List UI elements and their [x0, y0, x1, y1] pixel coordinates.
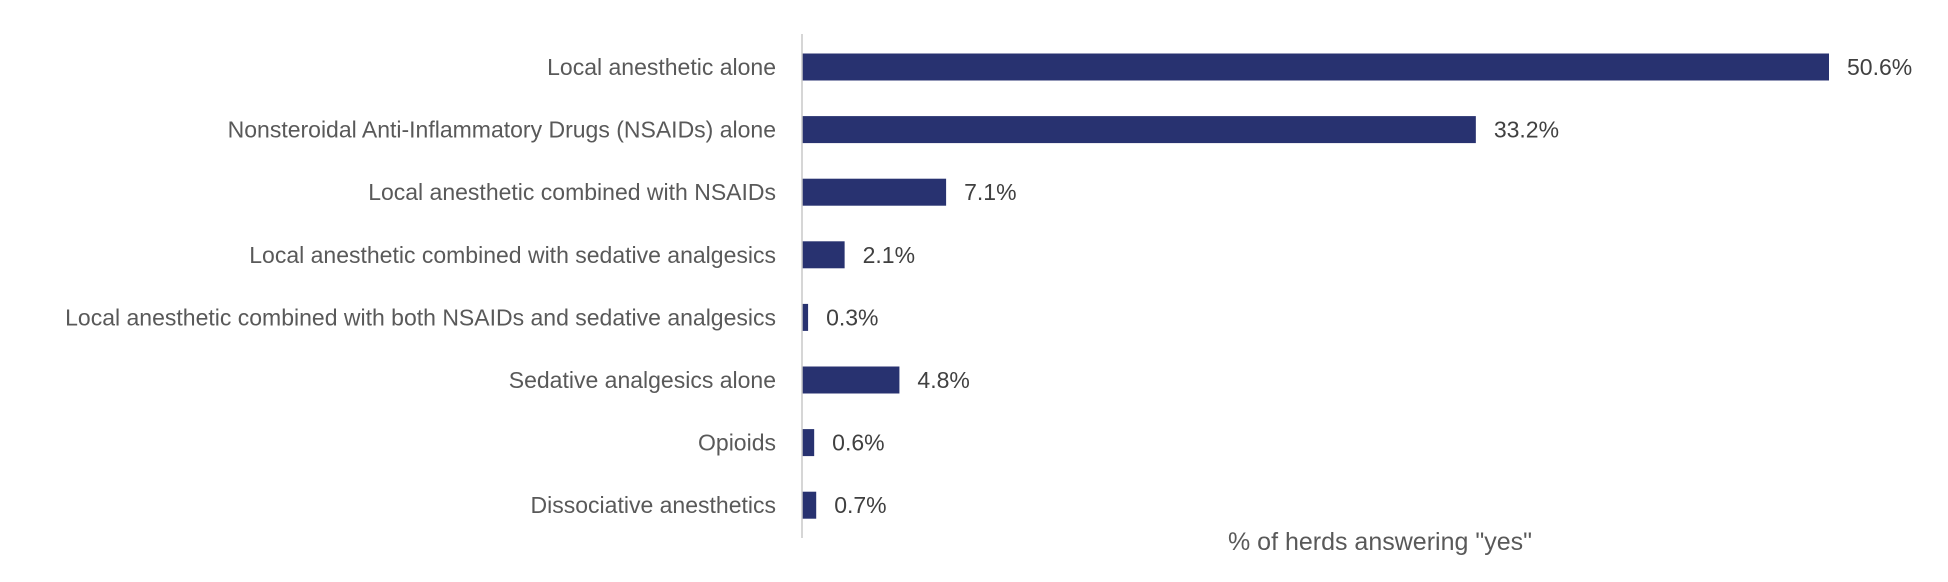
- bar: [802, 491, 817, 519]
- bar: [802, 303, 809, 331]
- bar: [802, 241, 845, 269]
- category-label: Sedative analgesics alone: [509, 367, 776, 393]
- bar: [802, 116, 1476, 144]
- bar: [802, 53, 1829, 81]
- data-label: 2.1%: [863, 242, 915, 268]
- data-label: 50.6%: [1847, 54, 1912, 80]
- data-label: 0.6%: [832, 430, 884, 456]
- data-label: 7.1%: [964, 179, 1016, 205]
- bar: [802, 366, 900, 394]
- category-label: Local anesthetic combined with NSAIDs: [368, 179, 776, 205]
- category-label: Opioids: [698, 430, 776, 456]
- bar: [802, 429, 815, 457]
- bars-group: [802, 53, 1829, 519]
- category-label: Local anesthetic alone: [547, 54, 776, 80]
- data-label: 33.2%: [1494, 117, 1559, 143]
- data-label: 0.7%: [834, 492, 886, 518]
- data-label: 0.3%: [826, 304, 878, 330]
- value-labels-group: 50.6% 33.2% 7.1% 2.1% 0.3% 4.8% 0.6% 0.7%: [826, 54, 1912, 518]
- x-axis-title: % of herds answering "yes": [1228, 528, 1532, 556]
- category-label: Local anesthetic combined with sedative …: [249, 242, 776, 268]
- bar: [802, 178, 947, 206]
- data-label: 4.8%: [917, 367, 969, 393]
- category-label: Dissociative anesthetics: [531, 492, 776, 518]
- category-label: Nonsteroidal Anti-Inflammatory Drugs (NS…: [228, 117, 776, 143]
- category-labels-group: Local anesthetic alone Nonsteroidal Anti-…: [65, 54, 776, 518]
- category-label: Local anesthetic combined with both NSAI…: [65, 304, 776, 330]
